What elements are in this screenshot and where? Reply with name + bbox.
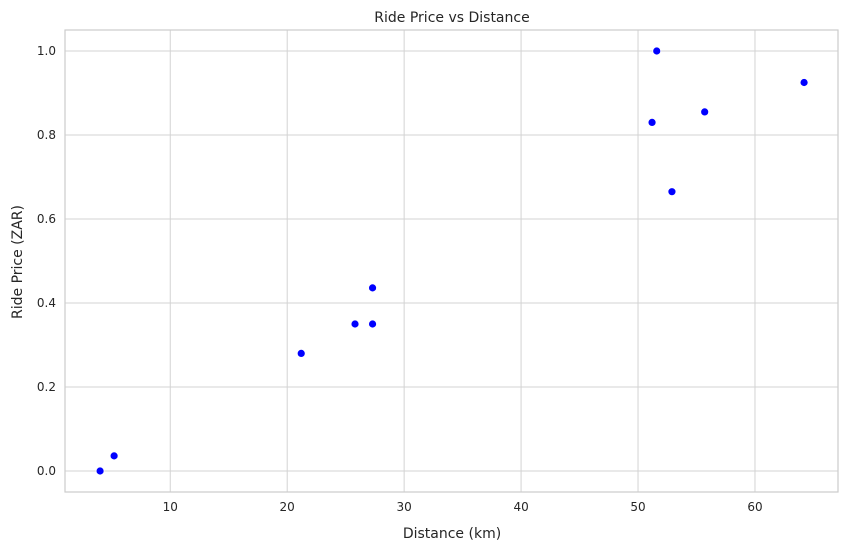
data-point: [700, 107, 710, 117]
data-point: [296, 348, 306, 358]
plot-frame: [64, 29, 839, 493]
x-tick-label: 60: [747, 500, 762, 514]
y-tick-label: 1.0: [37, 44, 56, 58]
x-tick-label: 20: [280, 500, 295, 514]
grid: [65, 30, 838, 492]
data-point: [647, 118, 657, 127]
x-tick-label: 30: [396, 500, 411, 514]
x-tick-label: 40: [513, 500, 528, 514]
data-point: [95, 466, 105, 476]
data-point: [799, 78, 809, 87]
data-point: [109, 451, 119, 461]
y-tick-label: 0.6: [37, 212, 56, 226]
data-points: [95, 46, 809, 476]
tick-labels: 10 20 30 40 50 60 0.0 0.2 0.4 0.6 0.8 1.0: [37, 44, 763, 514]
x-tick-label: 10: [163, 500, 178, 514]
x-tick-label: 50: [630, 500, 645, 514]
y-tick-label: 0.0: [37, 464, 56, 478]
data-point: [350, 319, 360, 329]
chart-title: Ride Price vs Distance: [374, 10, 529, 26]
data-point: [368, 319, 377, 329]
data-point: [652, 46, 662, 56]
data-point: [667, 187, 677, 197]
y-tick-label: 0.2: [37, 380, 56, 394]
data-point: [368, 283, 377, 293]
y-tick-label: 0.8: [37, 128, 56, 142]
y-tick-label: 0.4: [37, 296, 56, 310]
x-axis-label: Distance (km): [403, 526, 501, 542]
y-axis-label: Ride Price (ZAR): [10, 205, 26, 319]
